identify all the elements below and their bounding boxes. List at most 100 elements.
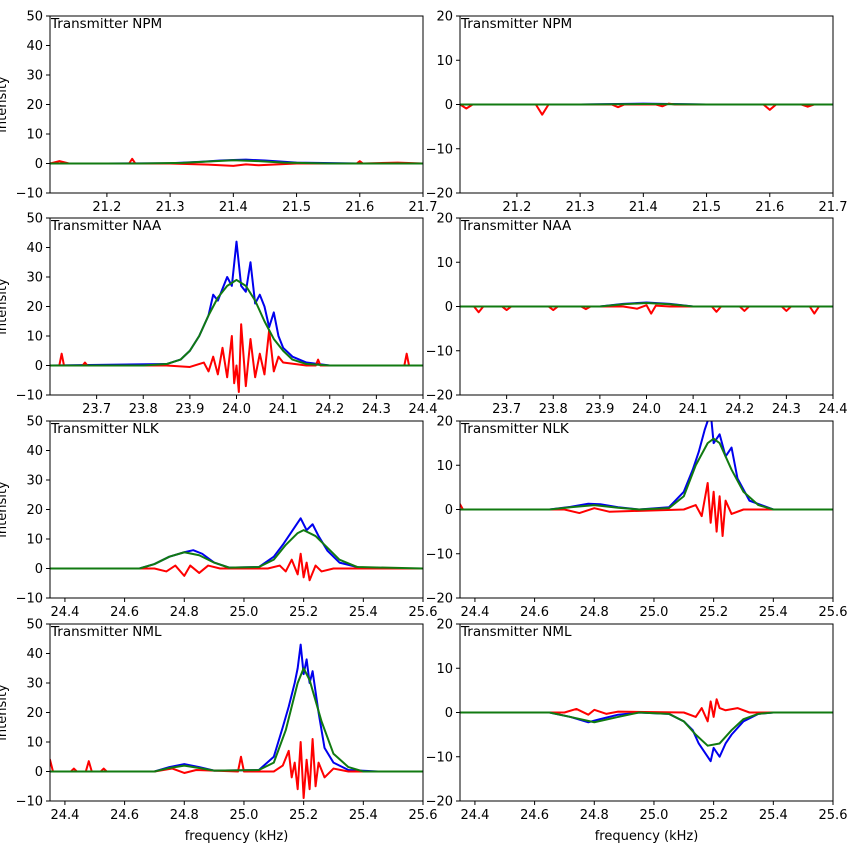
x-tick-label: 25.0 xyxy=(639,605,668,620)
series-blue-line xyxy=(50,240,423,367)
series-red-line xyxy=(50,738,423,800)
x-tick-label: 24.8 xyxy=(580,605,609,620)
panel-title: Transmitter NML xyxy=(460,624,572,640)
y-tick-label: 0 xyxy=(445,706,453,721)
panel-title: Transmitter NPM xyxy=(460,16,572,32)
panel-title: Transmitter NLK xyxy=(460,421,570,437)
series-red-line xyxy=(460,304,833,315)
x-tick-label: 24.3 xyxy=(362,402,391,417)
y-tick-label: 40 xyxy=(26,444,43,459)
y-tick-label: 0 xyxy=(35,765,43,780)
x-tick-label: 24.4 xyxy=(409,402,438,417)
y-tick-label: −10 xyxy=(426,142,453,157)
y-tick-label: −20 xyxy=(426,389,453,404)
x-tick-label: 25.6 xyxy=(409,808,438,823)
x-tick-label: 21.4 xyxy=(629,200,658,215)
series-red-line xyxy=(460,481,833,538)
y-tick-label: −10 xyxy=(16,795,43,810)
chart-panel-3: 23.7 23.8 23.9 24.0 24.1 24.2 24.3 24.4 −10 0 10 20… xyxy=(0,212,437,418)
x-tick-label: 25.6 xyxy=(819,605,848,620)
y-tick-label: 50 xyxy=(26,212,43,227)
series-red-line xyxy=(50,552,423,582)
x-tick-label: 21.4 xyxy=(219,200,248,215)
y-tick-label: 40 xyxy=(26,39,43,54)
x-tick-label: 24.4 xyxy=(50,808,79,823)
chart-panel-7: 24.4 24.6 24.8 25.0 25.2 25.4 25.6 −10 0 10 20 30 40… xyxy=(0,618,437,845)
x-tick-label: 21.3 xyxy=(566,200,595,215)
series-green-line xyxy=(50,159,423,165)
x-tick-label: 24.4 xyxy=(460,605,489,620)
x-tick-label: 21.6 xyxy=(345,200,374,215)
series-red-line xyxy=(460,698,833,723)
x-tick-label: 24.6 xyxy=(520,808,549,823)
y-tick-label: −10 xyxy=(16,592,43,607)
y-tick-label: 50 xyxy=(26,618,43,633)
series-blue-line xyxy=(460,711,833,763)
x-tick-label: 24.8 xyxy=(170,605,199,620)
y-tick-label: −20 xyxy=(426,187,453,202)
y-tick-label: 10 xyxy=(436,662,453,677)
series-green-line xyxy=(50,667,423,773)
x-tick-label: 23.8 xyxy=(539,402,568,417)
y-tick-label: 30 xyxy=(26,69,43,84)
y-tick-label: 40 xyxy=(26,241,43,256)
x-tick-label: 24.8 xyxy=(580,808,609,823)
x-tick-label: 23.8 xyxy=(129,402,158,417)
y-tick-label: 0 xyxy=(35,157,43,172)
y-tick-label: 40 xyxy=(26,647,43,662)
x-tick-label: 24.8 xyxy=(170,808,199,823)
y-tick-label: 10 xyxy=(26,533,43,548)
x-tick-label: 25.4 xyxy=(759,605,788,620)
y-tick-label: 0 xyxy=(35,562,43,577)
x-tick-label: 24.6 xyxy=(110,605,139,620)
y-axis-label: intensity xyxy=(0,481,10,538)
x-tick-label: 25.2 xyxy=(289,808,318,823)
x-tick-label: 21.5 xyxy=(282,200,311,215)
y-tick-label: −10 xyxy=(426,750,453,765)
x-tick-label: 23.9 xyxy=(175,402,204,417)
y-tick-label: 50 xyxy=(26,415,43,430)
x-tick-label: 24.2 xyxy=(315,402,344,417)
x-tick-label: 24.6 xyxy=(110,808,139,823)
x-tick-label: 25.0 xyxy=(229,808,258,823)
y-tick-label: 30 xyxy=(26,474,43,489)
y-tick-label: 20 xyxy=(436,212,453,227)
series-green-line xyxy=(50,529,423,570)
y-tick-label: −10 xyxy=(426,344,453,359)
y-tick-label: −20 xyxy=(426,592,453,607)
x-tick-label: 24.4 xyxy=(819,402,848,417)
y-tick-label: 0 xyxy=(445,300,453,315)
y-tick-label: 20 xyxy=(436,415,453,430)
y-tick-label: −10 xyxy=(16,187,43,202)
y-tick-label: 20 xyxy=(26,300,43,315)
x-tick-label: 21.6 xyxy=(755,200,784,215)
y-tick-label: 20 xyxy=(26,503,43,518)
series-green-line xyxy=(50,278,423,367)
series-blue-line xyxy=(50,517,423,570)
panel-title: Transmitter NAA xyxy=(50,218,162,234)
x-tick-label: 25.2 xyxy=(699,808,728,823)
x-axis-label: frequency (kHz) xyxy=(185,829,289,844)
y-tick-label: 10 xyxy=(436,54,453,69)
y-tick-label: 10 xyxy=(436,256,453,271)
y-tick-label: 0 xyxy=(35,359,43,374)
series-blue-line xyxy=(50,643,423,773)
x-tick-label: 25.6 xyxy=(819,808,848,823)
x-tick-label: 21.7 xyxy=(409,200,438,215)
x-tick-label: 24.0 xyxy=(632,402,661,417)
panel-title: Transmitter NAA xyxy=(460,218,572,234)
x-tick-label: 25.6 xyxy=(409,605,438,620)
y-tick-label: 50 xyxy=(26,10,43,25)
y-tick-label: −10 xyxy=(426,547,453,562)
x-tick-label: 24.3 xyxy=(772,402,801,417)
x-tick-label: 21.2 xyxy=(92,200,121,215)
x-tick-label: 21.2 xyxy=(502,200,531,215)
x-tick-label: 24.1 xyxy=(269,402,298,417)
panel-title: Transmitter NPM xyxy=(50,16,162,32)
y-tick-label: 20 xyxy=(436,618,453,633)
y-tick-label: −10 xyxy=(16,389,43,404)
x-tick-label: 24.1 xyxy=(679,402,708,417)
x-axis-label: frequency (kHz) xyxy=(595,829,699,844)
series-blue-line xyxy=(460,421,833,511)
x-tick-label: 21.3 xyxy=(156,200,185,215)
